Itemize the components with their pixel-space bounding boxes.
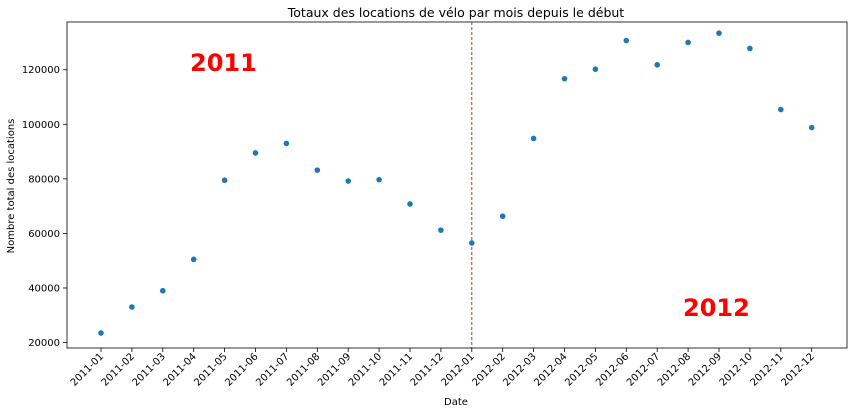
data-point [129, 304, 135, 310]
x-axis-label: Date [444, 397, 468, 408]
y-tick-label: 100000 [22, 120, 60, 131]
y-tick-label: 20000 [28, 338, 60, 349]
y-tick-label: 60000 [28, 229, 60, 240]
data-point [592, 66, 599, 72]
data-point [747, 45, 753, 52]
chart-title: Totaux des locations de vélo par mois de… [287, 5, 625, 20]
annotation-2012: 2012 [683, 294, 750, 322]
y-tick-label: 40000 [28, 283, 60, 294]
annotation-2011: 2011 [190, 49, 257, 77]
plot-area [66, 21, 848, 349]
data-point [808, 124, 815, 131]
data-point [561, 75, 568, 82]
data-point [221, 177, 228, 184]
data-point [530, 135, 537, 142]
data-point [716, 30, 722, 36]
data-point [314, 167, 321, 173]
data-point [654, 62, 660, 68]
data-point [499, 213, 506, 220]
data-point [376, 176, 382, 183]
data-point [283, 140, 290, 147]
data-point [98, 330, 104, 336]
data-point [160, 287, 166, 294]
y-tick-label: 80000 [28, 174, 60, 185]
data-point [345, 178, 352, 184]
data-points [98, 30, 815, 336]
data-point [407, 201, 413, 207]
data-point [469, 240, 475, 246]
x-tick-label: 2012-12 [779, 351, 816, 388]
data-point [623, 37, 630, 44]
y-tick-label: 120000 [22, 65, 60, 76]
data-point [190, 256, 197, 263]
data-point [778, 106, 784, 113]
data-point [685, 39, 691, 46]
data-point [438, 227, 444, 233]
y-axis-label: Nombre total des locations [6, 119, 17, 254]
data-point [252, 150, 259, 156]
axis-ticks: 200004000060000800001000001200002011-012… [22, 65, 817, 388]
